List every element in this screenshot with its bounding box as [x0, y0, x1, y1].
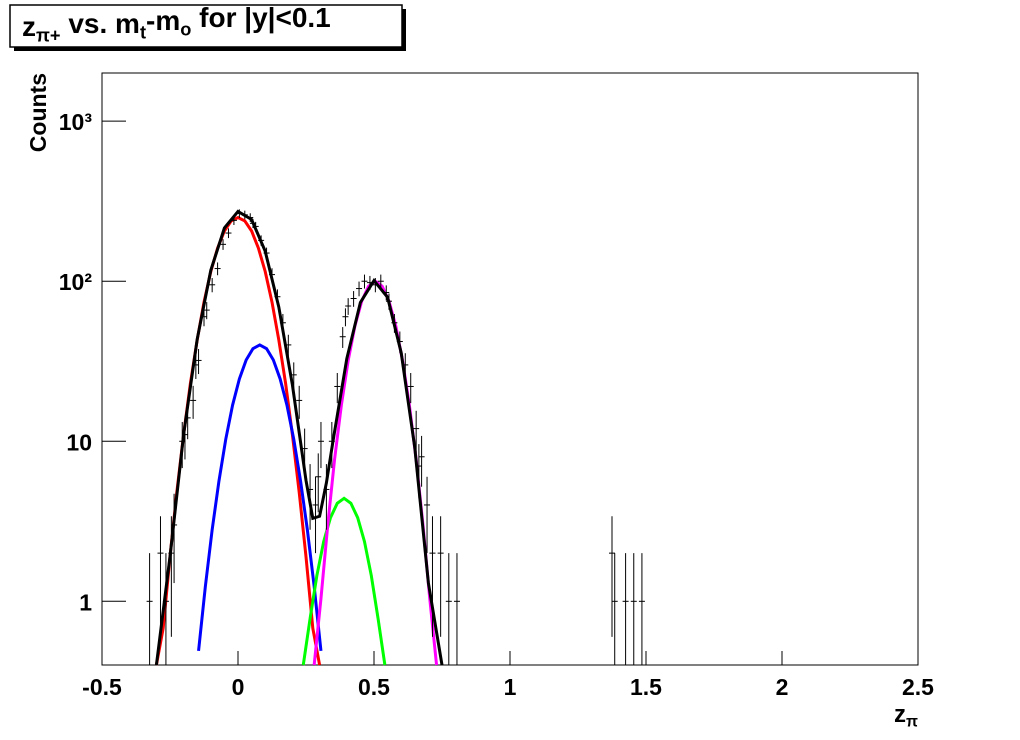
title-box: [9, 4, 403, 48]
data-point: [345, 298, 352, 315]
data-point: [190, 385, 197, 419]
data-point: [638, 553, 645, 665]
subscript: π: [906, 714, 918, 731]
y-tick-label: 10: [66, 429, 92, 455]
data-point: [630, 553, 637, 665]
data-point: [146, 553, 153, 665]
y-axis-label: Counts: [25, 73, 51, 152]
data-point: [285, 334, 292, 357]
data-point: [407, 373, 414, 404]
subscript: t: [140, 23, 146, 43]
text-part: for |y|<0.1: [191, 2, 330, 33]
x-tick-label: 0: [232, 674, 245, 700]
data-point: [296, 385, 303, 419]
data-point: [323, 464, 330, 530]
data-point: [415, 444, 422, 499]
data-point: [307, 464, 314, 530]
fit-curve: [301, 496, 387, 666]
data-point: [225, 228, 232, 239]
text-part: vs. m: [61, 8, 140, 39]
data-point: [453, 553, 460, 665]
data-point: [317, 421, 324, 469]
x-tick-label: -0.5: [82, 674, 122, 700]
data-point: [263, 247, 270, 259]
data-point: [611, 553, 618, 665]
data-point: [391, 314, 398, 333]
data-point: [195, 349, 202, 375]
data-point: [258, 235, 265, 246]
data-point: [181, 416, 188, 460]
data-point: [168, 516, 175, 637]
data-point: [269, 268, 275, 282]
data-point: [312, 476, 319, 554]
data-point: [220, 239, 227, 250]
data-point: [396, 331, 403, 354]
data-point: [184, 401, 191, 440]
data-point: [609, 516, 615, 637]
chart-title: zπ+ vs. mt-mo for |y|<0.1: [22, 2, 331, 45]
x-tick-label: 2.5: [902, 674, 934, 700]
data-point: [429, 516, 436, 637]
data-point: [445, 553, 452, 665]
data-point: [424, 476, 431, 554]
subscript: o: [180, 20, 191, 40]
data-point: [162, 553, 169, 665]
data-point: [366, 275, 373, 291]
data-point: [247, 213, 254, 223]
y-tick-label: 10²: [59, 269, 93, 295]
data-point: [413, 410, 420, 453]
data-point: [171, 493, 178, 584]
data-point: [385, 293, 392, 310]
data-point: [279, 314, 286, 333]
data-point: [342, 308, 349, 327]
data-point: [372, 278, 379, 293]
data-point: [241, 210, 248, 220]
fit-curve: [197, 343, 323, 652]
y-tick-label: 1: [79, 589, 92, 615]
data-point: [361, 274, 368, 289]
subscript: π+: [36, 25, 61, 45]
fit-curve: [154, 209, 444, 666]
data-point: [157, 516, 164, 637]
data-point: [334, 373, 341, 404]
data-point: [236, 209, 243, 218]
data-point: [315, 453, 322, 513]
data-point: [418, 435, 425, 487]
data-point: [377, 274, 384, 289]
data-point: [437, 516, 444, 637]
data-point: [179, 421, 186, 469]
data-point: [383, 285, 390, 301]
data-point: [252, 221, 259, 232]
data-point: [356, 281, 363, 297]
data-point: [274, 289, 281, 305]
text-part: z: [22, 11, 36, 42]
plot-frame: [101, 72, 919, 666]
x-tick-label: 2: [776, 674, 789, 700]
data-point: [350, 291, 357, 307]
data-point: [209, 278, 216, 293]
text-part: z: [894, 701, 906, 728]
data-point: [328, 421, 335, 469]
data-point: [201, 308, 207, 327]
x-tick-label: 0.5: [358, 674, 390, 700]
x-tick-label: 1.5: [630, 674, 662, 700]
data-point: [622, 553, 629, 665]
data-point: [203, 302, 210, 320]
data-point: [290, 362, 297, 391]
data-point: [402, 353, 409, 379]
data-point: [214, 262, 221, 276]
data-point: [301, 428, 308, 477]
y-tick-label: 10³: [59, 109, 93, 135]
x-axis-label: zπ: [894, 701, 918, 731]
data-point: [230, 216, 237, 226]
x-tick-label: 1: [504, 674, 517, 700]
text-part: -m: [146, 5, 180, 36]
data-point: [192, 353, 199, 379]
data-point: [339, 327, 346, 348]
